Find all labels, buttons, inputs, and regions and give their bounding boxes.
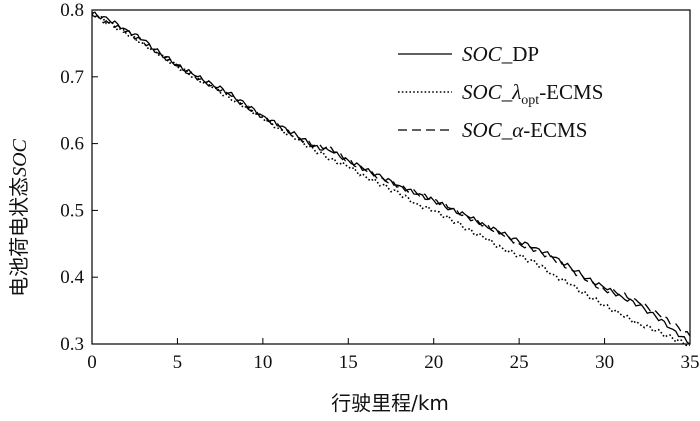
- plot-frame: [91, 9, 691, 345]
- series-line-1: [91, 11, 691, 345]
- x-tick-label: 15: [339, 352, 358, 373]
- y-axis-title: 电池荷电状态SOC: [7, 138, 31, 296]
- x-tick-label: 0: [87, 352, 97, 373]
- y-axis-title-var: SOC: [9, 138, 31, 176]
- legend-entry-2: SOC_λopt-ECMS: [462, 80, 603, 108]
- x-tick-label: 20: [424, 352, 443, 373]
- x-tick-label: 35: [681, 352, 700, 373]
- ticks-layer: 0 5 10 15 20 25 30 35 0.3 0.4 0.5 0.6 0.7 0.8: [60, 0, 699, 373]
- plot-border: [91, 9, 691, 345]
- svg-text:电池荷电状态SOC: 电池荷电状态SOC: [7, 138, 31, 296]
- y-tick-label: 0.5: [60, 200, 84, 221]
- y-tick-label: 0.4: [60, 267, 84, 288]
- y-tick-label: 0.7: [60, 67, 84, 88]
- legend-entry-1: SOC_DP: [462, 42, 539, 66]
- legend: SOC_DP SOC_λopt-ECMS SOC_α-ECMS: [398, 42, 603, 142]
- y-tick-label: 0.6: [60, 134, 84, 155]
- x-tick-label: 5: [173, 352, 183, 373]
- series-line-2: [91, 12, 691, 347]
- y-axis-title-cn: 电池荷电状态: [7, 177, 31, 297]
- series-line-3: [91, 14, 691, 337]
- y-tick-label: 0.8: [60, 0, 84, 21]
- x-tick-label: 10: [253, 352, 272, 373]
- series-layer: [91, 11, 691, 347]
- legend-entry-3: SOC_α-ECMS: [462, 118, 587, 142]
- x-tick-label: 30: [595, 352, 614, 373]
- x-tick-label: 25: [510, 352, 529, 373]
- y-tick-label: 0.3: [60, 334, 84, 355]
- x-axis-title: 行驶里程/km: [331, 391, 449, 415]
